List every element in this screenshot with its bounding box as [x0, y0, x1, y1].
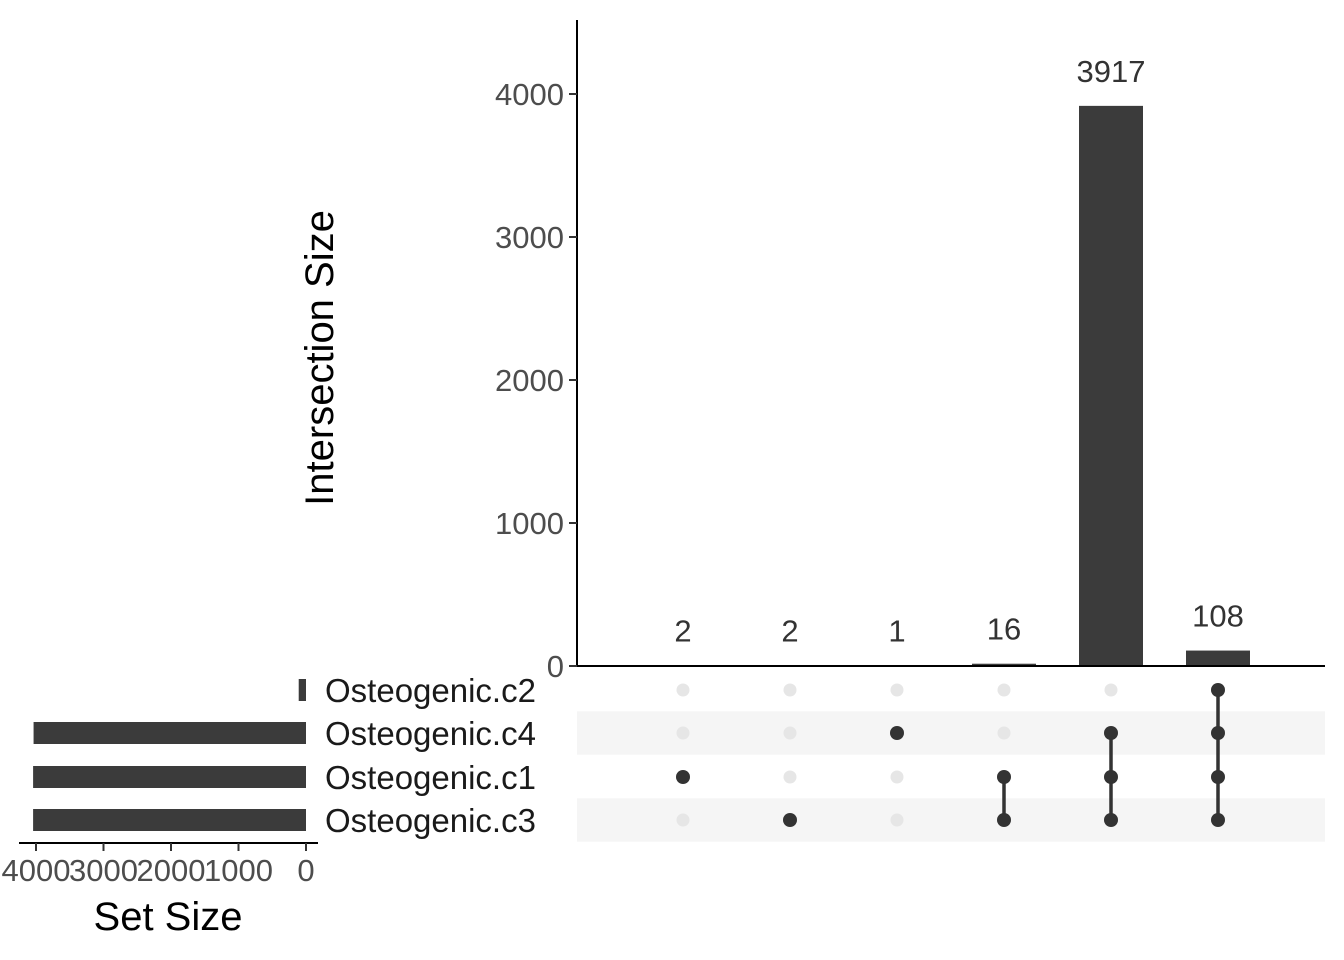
matrix-dot-inactive: [783, 726, 797, 740]
intersection-bar-label: 2: [674, 613, 691, 648]
matrix-dot-active: [1211, 770, 1225, 784]
set-size-tick-label: 4000: [2, 853, 71, 888]
matrix-row-stripes: [577, 711, 1325, 842]
matrix-dot-inactive: [997, 726, 1011, 740]
set-size-bars: [33, 679, 306, 831]
y-tick-label: 0: [547, 649, 564, 684]
set-label: Osteogenic.c2: [325, 672, 536, 709]
set-size-bar: [298, 679, 306, 701]
matrix-dot-inactive: [890, 813, 904, 827]
intersection-bars: [651, 105, 1250, 666]
set-size-tick-label: 3000: [69, 853, 138, 888]
matrix-dot-active: [1104, 726, 1118, 740]
intersection-y-axis: 0 1000 2000 3000 4000: [495, 20, 1325, 684]
matrix-dot-inactive: [676, 813, 690, 827]
set-size-tick-label: 1000: [204, 853, 273, 888]
set-label: Osteogenic.c3: [325, 802, 536, 839]
matrix-dot-inactive: [783, 683, 797, 697]
set-labels: Osteogenic.c2 Osteogenic.c4 Osteogenic.c1 O…: [325, 672, 536, 839]
matrix-dot-active: [890, 726, 904, 740]
matrix-dot-active: [1104, 770, 1118, 784]
matrix-dot-inactive: [783, 770, 797, 784]
matrix-stripe: [577, 711, 1325, 755]
matrix-dot-inactive: [676, 683, 690, 697]
intersection-bar-labels: 2 2 1 16 3917 108: [674, 54, 1243, 649]
matrix-dot-active: [997, 770, 1011, 784]
matrix-dot-active: [783, 813, 797, 827]
matrix-dot-active: [676, 770, 690, 784]
matrix-stripe: [577, 798, 1325, 842]
set-size-bar: [33, 722, 306, 744]
intersection-bar: [972, 663, 1036, 666]
set-size-tick-label: 2000: [137, 853, 206, 888]
intersection-y-axis-title: Intersection Size: [298, 210, 342, 506]
matrix-dot-inactive: [890, 770, 904, 784]
matrix-dot-active: [1211, 726, 1225, 740]
matrix-dot-inactive: [890, 683, 904, 697]
intersection-bar-label: 16: [987, 612, 1021, 647]
set-size-bar: [33, 809, 306, 831]
set-label: Osteogenic.c1: [325, 759, 536, 796]
matrix-dot-active: [997, 813, 1011, 827]
y-tick-label: 3000: [495, 220, 564, 255]
set-size-axis-title: Set Size: [94, 895, 243, 939]
intersection-bar: [1186, 650, 1250, 666]
y-tick-label: 2000: [495, 363, 564, 398]
matrix-dot-active: [1211, 813, 1225, 827]
matrix-dot-active: [1104, 813, 1118, 827]
set-size-tick-label: 0: [297, 853, 314, 888]
matrix-dot-active: [1211, 683, 1225, 697]
set-label: Osteogenic.c4: [325, 715, 536, 752]
intersection-bar-label: 108: [1192, 599, 1244, 634]
intersection-matrix: [676, 683, 1225, 827]
matrix-dot-inactive: [676, 726, 690, 740]
intersection-bar-label: 3917: [1077, 54, 1146, 89]
intersection-bar-label: 1: [888, 613, 905, 648]
y-tick-label: 4000: [495, 77, 564, 112]
y-tick-label: 1000: [495, 506, 564, 541]
matrix-dot-inactive: [1104, 683, 1118, 697]
intersection-bar-label: 2: [781, 613, 798, 648]
set-size-bar: [33, 766, 306, 788]
intersection-bar: [1079, 105, 1143, 666]
matrix-dot-inactive: [997, 683, 1011, 697]
